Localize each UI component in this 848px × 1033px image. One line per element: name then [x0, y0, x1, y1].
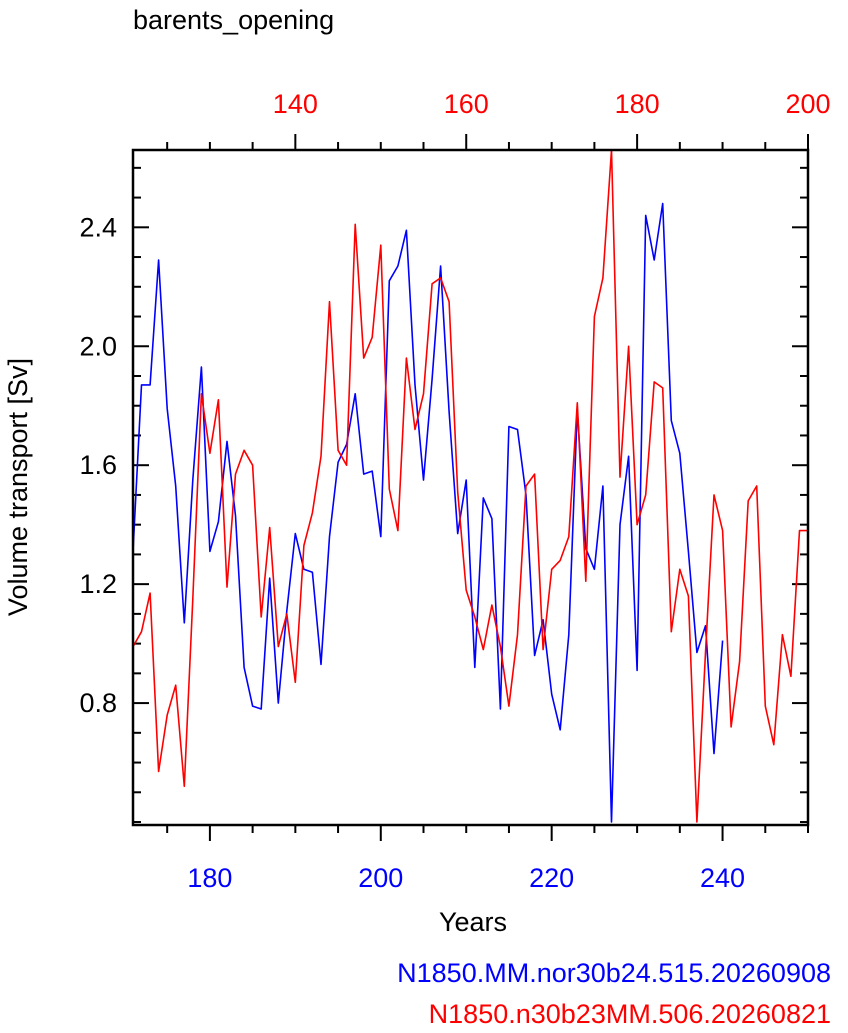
top-tick-label: 180: [615, 89, 660, 119]
bottom-tick-label: 240: [700, 863, 745, 893]
legend: N1850.MM.nor30b24.515.20260908 N1850.n30b…: [397, 958, 831, 1029]
x-axis-label: Years: [439, 907, 507, 937]
plot-frame: [131, 148, 810, 827]
y-tick-label: 1.2: [79, 569, 117, 599]
y-tick-label: 2.0: [79, 331, 117, 361]
series-line-1: [132, 202, 724, 823]
bottom-axis: 180 200 220 240: [166, 825, 809, 893]
chart-title: barents_opening: [133, 5, 334, 35]
top-tick-label: 200: [785, 89, 830, 119]
y-tick-label: 0.8: [79, 688, 117, 718]
series-line-2: [132, 149, 808, 823]
bottom-tick-label: 200: [358, 863, 403, 893]
bottom-tick-label: 220: [529, 863, 574, 893]
y-axis-label: Volume transport [Sv]: [3, 358, 33, 616]
legend-entry-1: N1850.MM.nor30b24.515.20260908: [397, 958, 831, 988]
bottom-tick-label: 180: [187, 863, 232, 893]
y-tick-label: 2.4: [79, 212, 117, 242]
y-tick-label: 1.6: [79, 450, 117, 480]
top-axis: 140 160 180 200: [166, 89, 831, 150]
top-tick-label: 160: [444, 89, 489, 119]
top-tick-label: 140: [273, 89, 318, 119]
y-axis: 0.8 1.2 1.6 2.0 2.4: [79, 166, 808, 824]
legend-entry-2: N1850.n30b23MM.506.20260821: [429, 999, 831, 1029]
plot-series: [132, 149, 808, 823]
